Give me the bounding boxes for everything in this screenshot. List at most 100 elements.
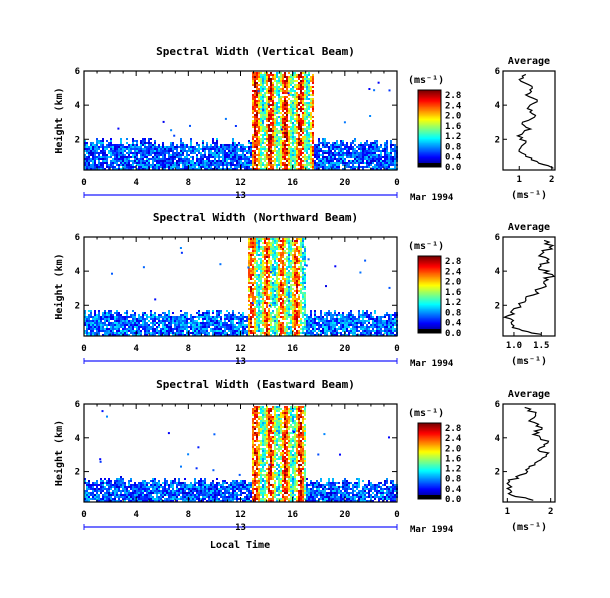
- heatmap-cell: [242, 148, 244, 150]
- heatmap-cell: [290, 148, 292, 150]
- heatmap-cell: [312, 328, 314, 330]
- heatmap-cell: [254, 146, 256, 148]
- heatmap-cell: [296, 262, 298, 264]
- heatmap-cell: [306, 132, 308, 134]
- heatmap-cell: [116, 324, 118, 326]
- heatmap-cell: [184, 320, 186, 322]
- heatmap-cell: [192, 168, 194, 170]
- heatmap-cell: [256, 96, 258, 98]
- heatmap-cell: [330, 166, 332, 168]
- heatmap-cell: [376, 140, 378, 142]
- heatmap-cell: [198, 326, 200, 328]
- heatmap-cell: [260, 252, 262, 254]
- heatmap-cell: [142, 314, 144, 316]
- heatmap-cell: [322, 138, 324, 140]
- heatmap-cell: [334, 148, 336, 150]
- heatmap-cell: [222, 150, 224, 152]
- heatmap-cell: [296, 142, 298, 144]
- heatmap-cell: [292, 250, 294, 252]
- heatmap-cell: [256, 106, 258, 108]
- heatmap-cell: [276, 238, 278, 240]
- heatmap-cell: [280, 90, 282, 92]
- heatmap-cell: [250, 306, 252, 308]
- heatmap-cell: [282, 324, 284, 326]
- heatmap-cell: [248, 296, 250, 298]
- heatmap-cell: [302, 326, 304, 328]
- heatmap-cell: [368, 158, 370, 160]
- heatmap-cell: [92, 152, 94, 154]
- heatmap-cell: [376, 166, 378, 168]
- heatmap-cell: [278, 308, 280, 310]
- heatmap-cell: [182, 328, 184, 330]
- heatmap-cell: [180, 150, 182, 152]
- heatmap-cell: [266, 74, 268, 76]
- heatmap-cell: [392, 156, 394, 158]
- heatmap-cell: [366, 162, 368, 164]
- heatmap-cell: [292, 324, 294, 326]
- heatmap-cell: [174, 146, 176, 148]
- heatmap-cell: [296, 310, 298, 312]
- heatmap-cell: [290, 266, 292, 268]
- heatmap-cell: [264, 250, 266, 252]
- heatmap-cell: [358, 168, 360, 170]
- heatmap-cell: [180, 332, 182, 334]
- heatmap-cell: [304, 254, 306, 256]
- heatmap-cell: [96, 314, 98, 316]
- heatmap-cell: [256, 260, 258, 262]
- heatmap-cell: [188, 150, 190, 152]
- heatmap-cell: [272, 90, 274, 92]
- heatmap-cell: [262, 126, 264, 128]
- heatmap-cell: [292, 144, 294, 146]
- heatmap-cell: [310, 148, 312, 150]
- heatmap-cell: [260, 264, 262, 266]
- heatmap-cell: [144, 146, 146, 148]
- heatmap-cell: [276, 136, 278, 138]
- heatmap-cell: [250, 288, 252, 290]
- heatmap-cell: [304, 246, 306, 248]
- heatmap-cell: [224, 152, 226, 154]
- heatmap-cell: [88, 162, 90, 164]
- heatmap-cell: [258, 156, 260, 158]
- heatmap-cell: [94, 160, 96, 162]
- heatmap-cell: [146, 156, 148, 158]
- heatmap-cell: [204, 148, 206, 150]
- heatmap-cell: [176, 320, 178, 322]
- heatmap-cell: [288, 140, 290, 142]
- heatmap-cell: [286, 274, 288, 276]
- heatmap-cell: [334, 328, 336, 330]
- heatmap-cell: [290, 326, 292, 328]
- heatmap-cell: [108, 330, 110, 332]
- heatmap-cell: [278, 108, 280, 110]
- heatmap-cell: [290, 322, 292, 324]
- heatmap-cell: [346, 164, 348, 166]
- heatmap-cell: [228, 314, 230, 316]
- heatmap-cell: [302, 114, 304, 116]
- heatmap-cell: [288, 290, 290, 292]
- heatmap-cell: [94, 332, 96, 334]
- heatmap-cell: [190, 166, 192, 168]
- heatmap-cell: [284, 90, 286, 92]
- heatmap-cell: [256, 124, 258, 126]
- heatmap-cell: [212, 140, 214, 142]
- heatmap-cell: [146, 162, 148, 164]
- heatmap-cell: [278, 324, 280, 326]
- heatmap-cell: [304, 90, 306, 92]
- heatmap-cell: [178, 162, 180, 164]
- heatmap-cell: [296, 320, 298, 322]
- heatmap-cell: [280, 334, 282, 336]
- heatmap-cell: [136, 146, 138, 148]
- heatmap-cell: [342, 162, 344, 164]
- heatmap-cell: [170, 316, 172, 318]
- heatmap-cell: [354, 148, 356, 150]
- heatmap-cell: [280, 272, 282, 274]
- heatmap-cell: [224, 322, 226, 324]
- heatmap-cell: [248, 260, 250, 262]
- heatmap-cell: [354, 138, 356, 140]
- heatmap-cell: [188, 148, 190, 150]
- heatmap-cell: [258, 84, 260, 86]
- heatmap-cell: [292, 116, 294, 118]
- heatmap-cell: [158, 154, 160, 156]
- heatmap-cell: [302, 302, 304, 304]
- heatmap-cell: [240, 154, 242, 156]
- heatmap-cell: [236, 156, 238, 158]
